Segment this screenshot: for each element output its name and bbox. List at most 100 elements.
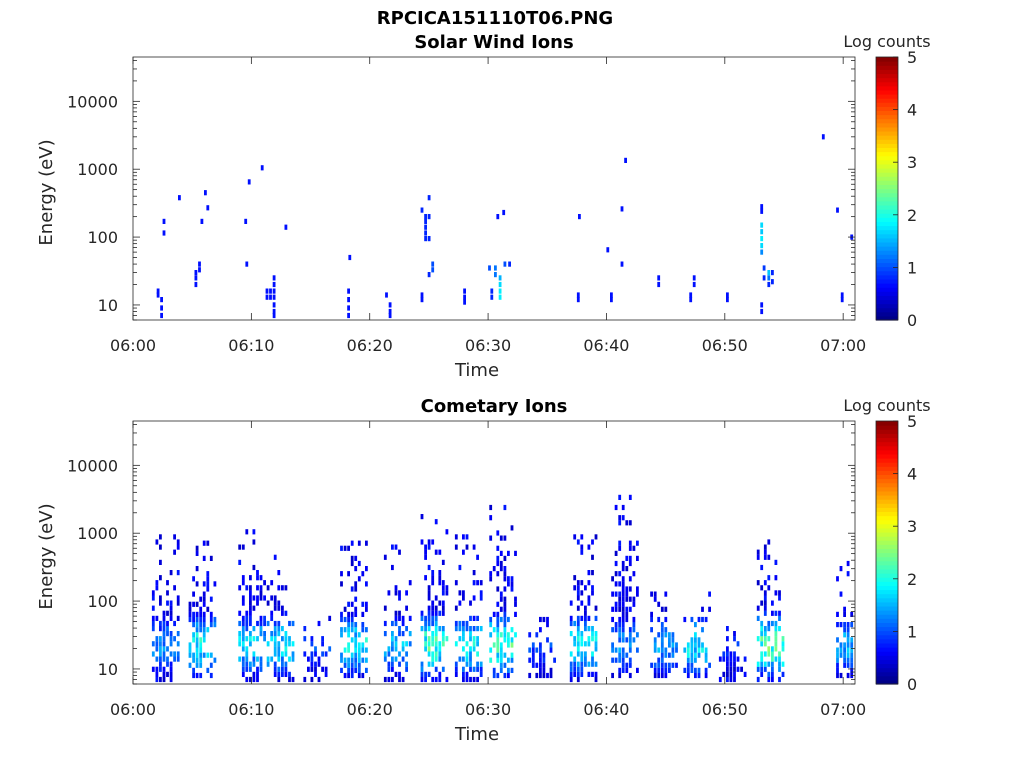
data-cell bbox=[383, 631, 387, 637]
data-cell bbox=[291, 656, 295, 662]
data-cell bbox=[424, 224, 427, 230]
data-cell bbox=[252, 529, 256, 535]
data-cell bbox=[697, 647, 701, 653]
data-cell bbox=[621, 611, 625, 617]
data-cell bbox=[690, 647, 694, 653]
colorbar-segment bbox=[876, 246, 898, 251]
data-cell bbox=[836, 647, 839, 653]
data-cell bbox=[496, 571, 500, 577]
data-cell bbox=[265, 294, 269, 300]
data-cell bbox=[465, 534, 469, 540]
data-cell bbox=[317, 656, 321, 662]
data-cell bbox=[781, 641, 785, 647]
colorbar-segment bbox=[876, 225, 898, 231]
data-cell bbox=[245, 646, 249, 652]
data-cell bbox=[277, 671, 281, 677]
data-cell bbox=[249, 575, 252, 581]
data-cell bbox=[266, 585, 270, 591]
data-cell bbox=[445, 676, 449, 683]
colorbar-segment bbox=[876, 130, 898, 136]
data-cell bbox=[424, 636, 427, 642]
data-cell bbox=[256, 595, 259, 601]
data-cell bbox=[771, 600, 774, 606]
colorbar-tick-label: 3 bbox=[907, 517, 917, 536]
colorbar-segment bbox=[876, 568, 898, 574]
data-cell bbox=[718, 676, 722, 683]
colorbar-segment bbox=[876, 81, 898, 87]
data-cell bbox=[160, 305, 163, 311]
data-cell bbox=[490, 288, 494, 294]
data-cell bbox=[507, 657, 510, 663]
data-cell bbox=[499, 566, 503, 572]
colorbar-segment bbox=[876, 192, 898, 198]
data-cell bbox=[510, 657, 514, 663]
data-cell bbox=[314, 661, 317, 667]
data-cell bbox=[621, 504, 625, 511]
data-cell bbox=[277, 676, 281, 683]
colorbar-segment bbox=[876, 114, 898, 120]
data-cell bbox=[155, 539, 159, 545]
data-cell bbox=[284, 651, 288, 657]
data-cell bbox=[507, 581, 510, 587]
data-cell bbox=[438, 651, 442, 657]
data-cell bbox=[388, 312, 392, 319]
axes-frame bbox=[132, 56, 856, 321]
data-cell bbox=[431, 615, 435, 621]
colorbar-segment bbox=[876, 217, 898, 222]
data-cell bbox=[431, 610, 435, 616]
data-cell bbox=[241, 631, 245, 637]
colorbar-segment bbox=[876, 642, 898, 648]
data-cell bbox=[584, 661, 587, 667]
data-cell bbox=[173, 656, 176, 662]
data-cell bbox=[245, 651, 249, 657]
data-cell bbox=[427, 236, 431, 242]
data-cell bbox=[424, 671, 427, 677]
data-cell bbox=[472, 626, 476, 632]
data-cell bbox=[839, 642, 843, 648]
data-cell bbox=[159, 651, 162, 657]
data-cell bbox=[388, 308, 392, 315]
data-cell bbox=[839, 647, 843, 653]
data-cell bbox=[628, 540, 632, 546]
data-cell bbox=[846, 672, 850, 679]
data-cell bbox=[499, 596, 503, 602]
data-cell bbox=[576, 595, 580, 601]
data-cell bbox=[357, 647, 361, 653]
data-cell bbox=[159, 676, 162, 683]
colorbar-segment bbox=[876, 462, 898, 467]
data-cell bbox=[618, 545, 622, 551]
data-cell bbox=[343, 662, 347, 668]
data-cell bbox=[347, 601, 350, 607]
data-cell bbox=[159, 575, 162, 581]
data-cell bbox=[427, 641, 431, 647]
data-cell bbox=[340, 581, 343, 587]
data-cell bbox=[771, 651, 774, 657]
axes-frame bbox=[132, 420, 856, 685]
data-cell bbox=[405, 641, 408, 647]
data-cell bbox=[288, 636, 291, 642]
data-cell bbox=[660, 622, 664, 628]
data-cell bbox=[314, 646, 317, 652]
data-cell bbox=[781, 646, 785, 652]
data-cell bbox=[195, 637, 199, 643]
data-cell bbox=[166, 656, 169, 662]
data-cell bbox=[383, 554, 387, 560]
data-cell bbox=[431, 620, 435, 627]
data-cell bbox=[767, 671, 771, 677]
data-cell bbox=[249, 641, 252, 647]
data-cell bbox=[573, 656, 577, 662]
data-cell bbox=[756, 615, 760, 621]
data-cell bbox=[252, 564, 256, 571]
data-cell bbox=[249, 676, 252, 683]
data-cell bbox=[760, 204, 764, 210]
data-cell bbox=[733, 666, 736, 672]
colorbar-segment bbox=[876, 307, 898, 313]
data-cell bbox=[347, 647, 350, 653]
data-cell bbox=[653, 647, 657, 653]
data-cell bbox=[618, 632, 622, 638]
data-cell bbox=[272, 275, 276, 281]
data-cell bbox=[576, 590, 580, 596]
data-cell bbox=[584, 585, 587, 591]
x-tick-label: 06:40 bbox=[583, 700, 629, 719]
